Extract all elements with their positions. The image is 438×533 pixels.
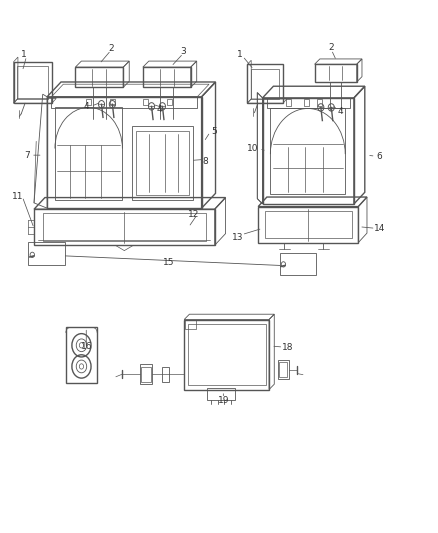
Bar bbox=[17, 66, 48, 99]
Bar bbox=[66, 327, 97, 383]
Bar bbox=[167, 99, 172, 105]
Text: 8: 8 bbox=[202, 157, 208, 166]
Text: 5: 5 bbox=[211, 127, 217, 136]
Bar bbox=[279, 362, 287, 377]
Bar bbox=[110, 99, 116, 105]
Bar bbox=[267, 98, 350, 109]
Bar bbox=[140, 364, 152, 384]
Text: 15: 15 bbox=[163, 258, 175, 266]
Bar bbox=[132, 126, 193, 200]
Bar bbox=[136, 131, 188, 195]
Text: 10: 10 bbox=[247, 144, 259, 154]
Text: 4: 4 bbox=[337, 107, 343, 116]
Bar bbox=[14, 62, 52, 103]
Text: 14: 14 bbox=[374, 224, 385, 233]
Text: 12: 12 bbox=[188, 210, 199, 219]
Text: 2: 2 bbox=[108, 44, 114, 53]
Text: 3: 3 bbox=[180, 47, 186, 56]
Bar bbox=[185, 319, 196, 329]
Text: 7: 7 bbox=[25, 151, 30, 160]
Bar bbox=[207, 389, 235, 400]
Text: 18: 18 bbox=[282, 343, 293, 352]
Bar bbox=[187, 324, 265, 385]
Bar bbox=[143, 99, 148, 105]
Text: 19: 19 bbox=[218, 396, 229, 405]
Bar bbox=[265, 211, 352, 238]
Text: 1: 1 bbox=[21, 50, 27, 59]
Text: 1: 1 bbox=[237, 50, 243, 59]
Bar bbox=[141, 367, 151, 382]
Bar bbox=[251, 69, 279, 99]
Bar bbox=[317, 100, 322, 106]
Bar bbox=[184, 319, 269, 390]
Bar bbox=[86, 99, 92, 105]
Bar bbox=[304, 100, 309, 106]
Text: 13: 13 bbox=[232, 233, 243, 242]
Bar bbox=[43, 214, 206, 241]
Bar bbox=[280, 253, 316, 275]
Text: 11: 11 bbox=[12, 192, 24, 201]
Text: 6: 6 bbox=[376, 152, 382, 161]
Bar bbox=[28, 241, 65, 265]
Bar bbox=[51, 97, 197, 109]
Text: 4: 4 bbox=[156, 105, 162, 114]
Bar bbox=[55, 108, 122, 200]
Text: 16: 16 bbox=[81, 342, 92, 351]
Bar bbox=[247, 64, 283, 103]
Text: 2: 2 bbox=[328, 43, 334, 52]
Text: 4: 4 bbox=[84, 102, 89, 111]
Bar bbox=[278, 360, 289, 379]
Bar bbox=[286, 100, 291, 106]
Bar bbox=[270, 109, 345, 195]
Bar bbox=[162, 367, 170, 382]
